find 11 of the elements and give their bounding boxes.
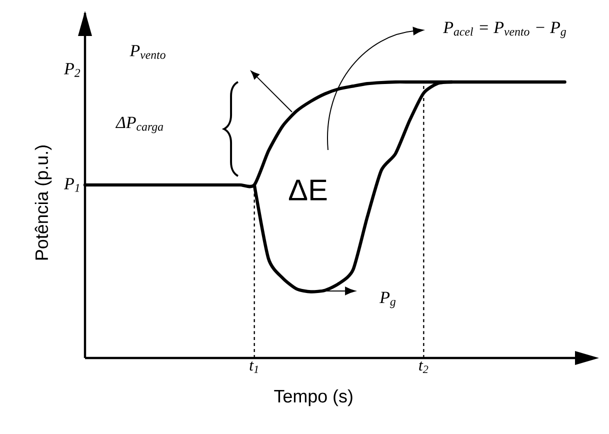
- annotation: ΔP$_{carga}$: [115, 116, 164, 134]
- text: P$_{2}$: [64, 63, 80, 77]
- annotation: P$_{1}$: [64, 178, 80, 192]
- text: P$_{vento}$: [130, 45, 166, 59]
- annotation: ΔE: [288, 180, 327, 200]
- x-tick-label: t$_{1}$: [250, 362, 258, 374]
- y-axis-title: Potência (p.u.): [34, 146, 52, 260]
- x-axis-title: Tempo (s): [274, 389, 352, 406]
- text: P$_{acel}$ = P$_{vento}$ − P$_{g}$: [443, 22, 566, 38]
- annotation: P$_{g}$: [380, 292, 396, 308]
- x-tick-label: t$_{2}$: [419, 362, 428, 374]
